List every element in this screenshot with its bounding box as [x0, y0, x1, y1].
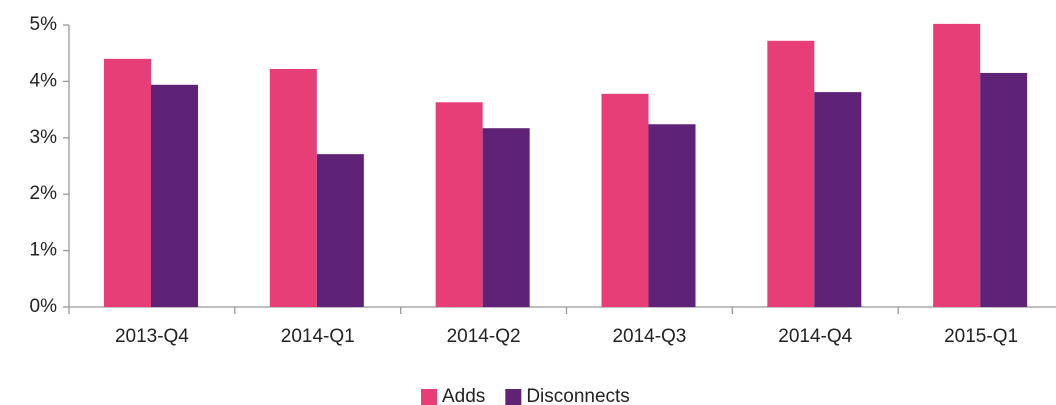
bar — [648, 124, 696, 307]
bar — [601, 93, 649, 307]
bar — [482, 128, 530, 307]
x-tick-label: 2015-Q1 — [944, 326, 1018, 347]
bar — [435, 102, 483, 307]
y-tick-label: 2% — [30, 183, 58, 204]
x-tick-label: 2014-Q2 — [447, 326, 521, 347]
y-tick-label: 4% — [30, 70, 58, 91]
y-tick-label: 0% — [30, 296, 58, 317]
x-tick-label: 2013-Q4 — [115, 326, 189, 347]
y-tick-label: 1% — [30, 240, 58, 261]
x-tick-label: 2014-Q3 — [612, 326, 686, 347]
bar — [767, 40, 815, 308]
bar — [269, 68, 317, 307]
bar — [316, 154, 364, 307]
legend-label: Adds — [442, 386, 485, 405]
y-tick-label: 3% — [30, 127, 58, 148]
x-tick-label: 2014-Q1 — [281, 326, 355, 347]
bar — [151, 84, 198, 307]
legend-swatch — [421, 389, 437, 405]
x-tick-label: 2014-Q4 — [778, 326, 852, 347]
y-tick-label: 5% — [30, 14, 58, 35]
bar — [814, 92, 862, 307]
legend-label: Disconnects — [526, 386, 630, 405]
bar — [980, 72, 1028, 307]
bar — [933, 23, 981, 307]
legend-swatch — [505, 389, 522, 405]
bar — [104, 58, 151, 308]
